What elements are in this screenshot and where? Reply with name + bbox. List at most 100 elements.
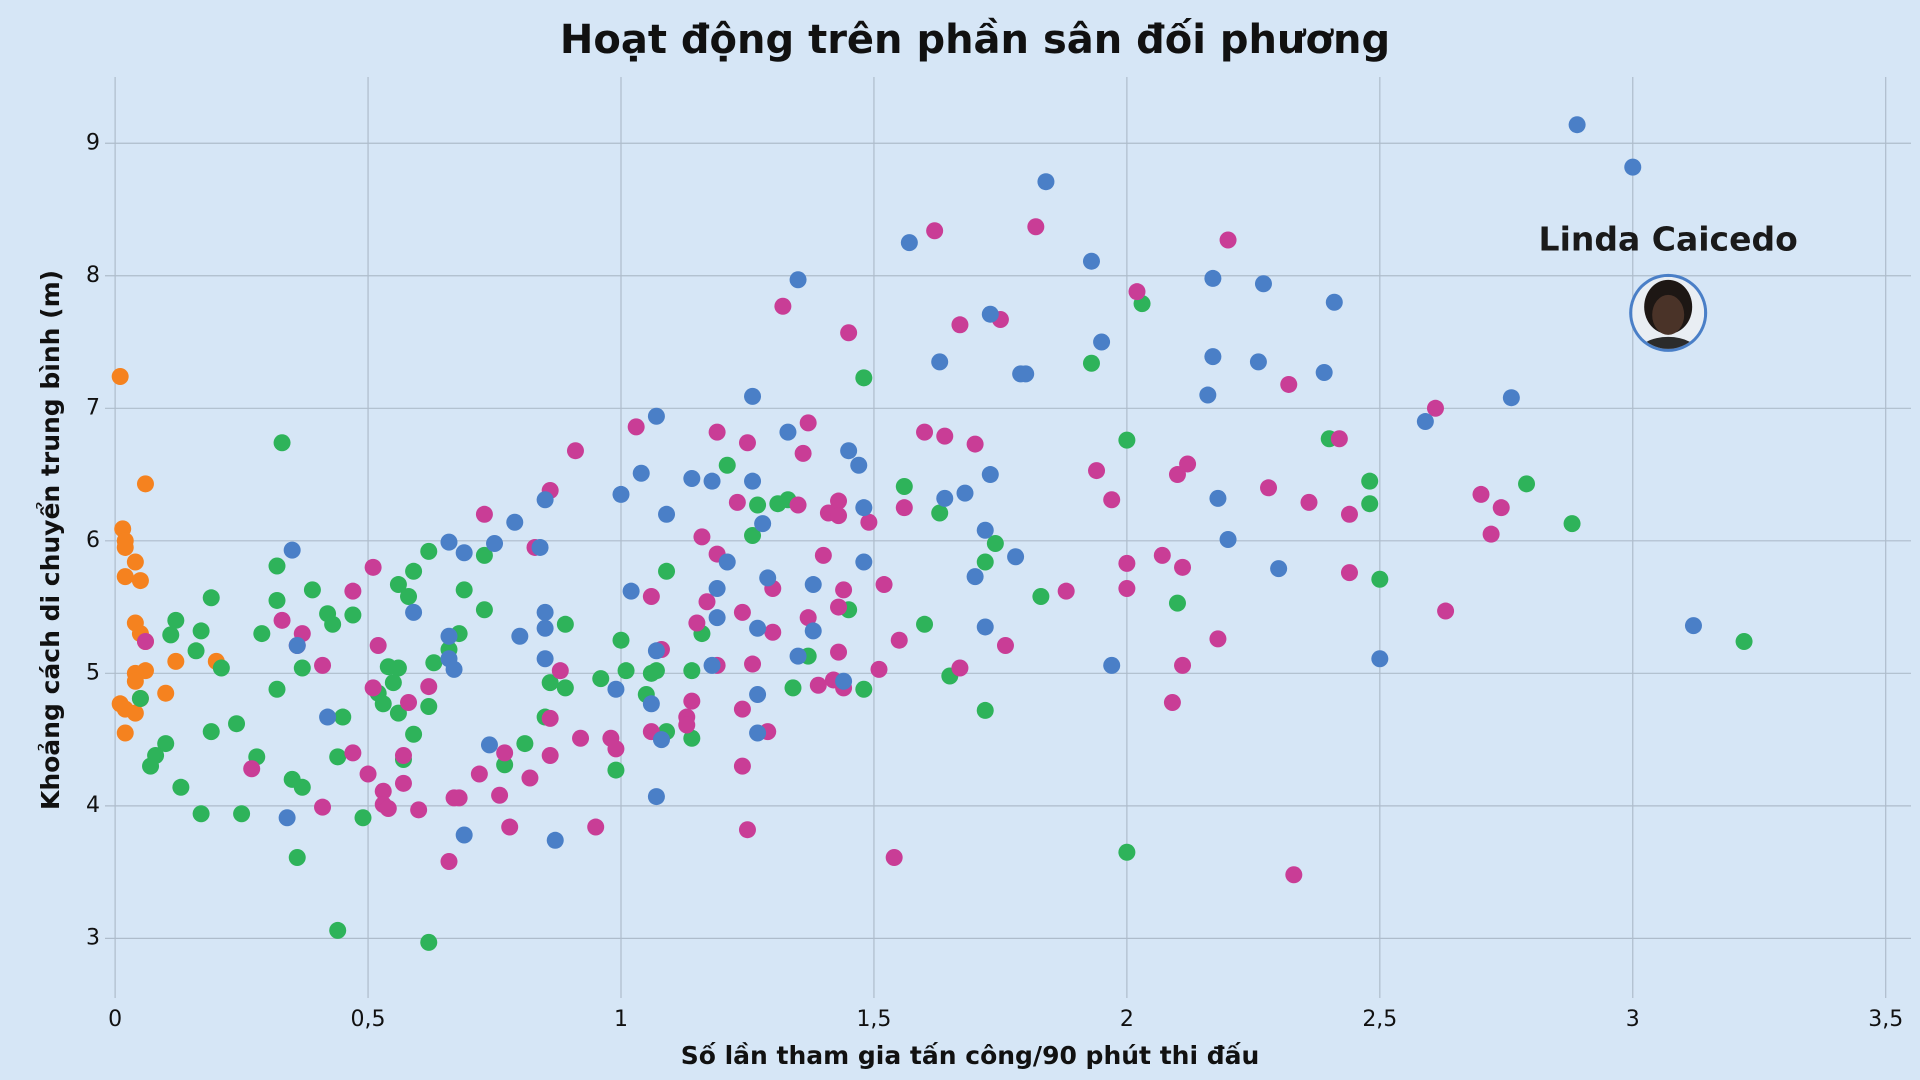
point xyxy=(1037,173,1055,191)
point xyxy=(855,499,873,517)
point xyxy=(1371,650,1389,668)
point xyxy=(1209,630,1227,648)
point xyxy=(890,631,908,649)
point xyxy=(445,660,463,678)
point xyxy=(592,670,610,688)
point xyxy=(1502,389,1520,407)
point xyxy=(774,297,792,315)
point xyxy=(243,760,261,778)
point xyxy=(733,700,751,718)
point xyxy=(405,725,423,743)
point xyxy=(1209,489,1227,507)
point xyxy=(1093,333,1111,351)
player-name: Linda Caicedo xyxy=(1539,219,1798,258)
point xyxy=(632,464,650,482)
point xyxy=(1204,269,1222,287)
point xyxy=(976,701,994,719)
point xyxy=(612,485,630,503)
point xyxy=(799,609,817,627)
point xyxy=(1300,493,1318,511)
point xyxy=(329,921,347,939)
point xyxy=(268,591,286,609)
y-tick-label: 9 xyxy=(86,130,100,155)
point xyxy=(369,637,387,655)
point xyxy=(652,731,670,749)
point xyxy=(126,704,144,722)
point xyxy=(1735,633,1753,651)
point xyxy=(1168,594,1186,612)
point xyxy=(202,589,220,607)
point xyxy=(536,650,554,668)
point xyxy=(566,442,584,460)
point xyxy=(1204,348,1222,366)
point xyxy=(804,576,822,594)
point xyxy=(981,305,999,323)
point xyxy=(389,704,407,722)
x-tick-label: 1 xyxy=(614,1007,628,1032)
grid: 0 0,5 1 1,5 2 2,5 3 3,5 3 4 5 6 7 8 9 xyxy=(86,77,1911,1032)
point xyxy=(394,746,412,764)
point xyxy=(830,507,848,525)
point xyxy=(986,534,1004,552)
point xyxy=(344,582,362,600)
point xyxy=(1219,530,1237,548)
y-tick-label: 5 xyxy=(86,660,100,685)
point xyxy=(142,757,160,775)
point xyxy=(749,496,767,514)
point xyxy=(116,538,134,556)
point xyxy=(789,496,807,514)
point xyxy=(708,423,726,441)
point xyxy=(475,546,493,564)
point xyxy=(1330,430,1348,448)
point xyxy=(273,611,291,629)
point xyxy=(647,662,665,680)
point xyxy=(364,558,382,576)
x-tick-label: 0 xyxy=(108,1007,122,1032)
point xyxy=(1007,548,1025,566)
point xyxy=(192,622,210,640)
point xyxy=(126,672,144,690)
point xyxy=(394,774,412,792)
point xyxy=(379,799,397,817)
point xyxy=(860,513,878,531)
point xyxy=(364,679,382,697)
point xyxy=(420,697,438,715)
point xyxy=(405,562,423,580)
point xyxy=(400,693,418,711)
photo-face xyxy=(1652,294,1685,335)
point xyxy=(157,735,175,753)
point xyxy=(855,680,873,698)
point xyxy=(647,407,665,425)
point xyxy=(334,708,352,726)
point xyxy=(486,534,504,552)
point xyxy=(136,475,154,493)
point xyxy=(400,587,418,605)
point xyxy=(749,724,767,742)
y-tick-label: 3 xyxy=(86,925,100,950)
point xyxy=(1174,558,1192,576)
point xyxy=(840,324,858,342)
point xyxy=(1472,485,1490,503)
photo-body xyxy=(1638,336,1699,349)
point xyxy=(931,353,949,371)
point xyxy=(683,662,701,680)
point xyxy=(1285,866,1303,884)
point xyxy=(678,716,696,734)
point xyxy=(1027,218,1045,236)
point xyxy=(683,692,701,710)
point xyxy=(501,818,519,836)
point xyxy=(288,637,306,655)
point xyxy=(1219,231,1237,249)
point xyxy=(374,782,392,800)
point xyxy=(344,744,362,762)
point xyxy=(738,821,756,839)
point xyxy=(475,601,493,619)
point xyxy=(1340,564,1358,582)
point xyxy=(688,614,706,632)
point xyxy=(1568,116,1586,134)
points: Linda Caicedo xyxy=(111,116,1798,951)
point xyxy=(749,619,767,637)
point xyxy=(480,736,498,754)
point xyxy=(1361,472,1379,490)
point xyxy=(425,654,443,672)
